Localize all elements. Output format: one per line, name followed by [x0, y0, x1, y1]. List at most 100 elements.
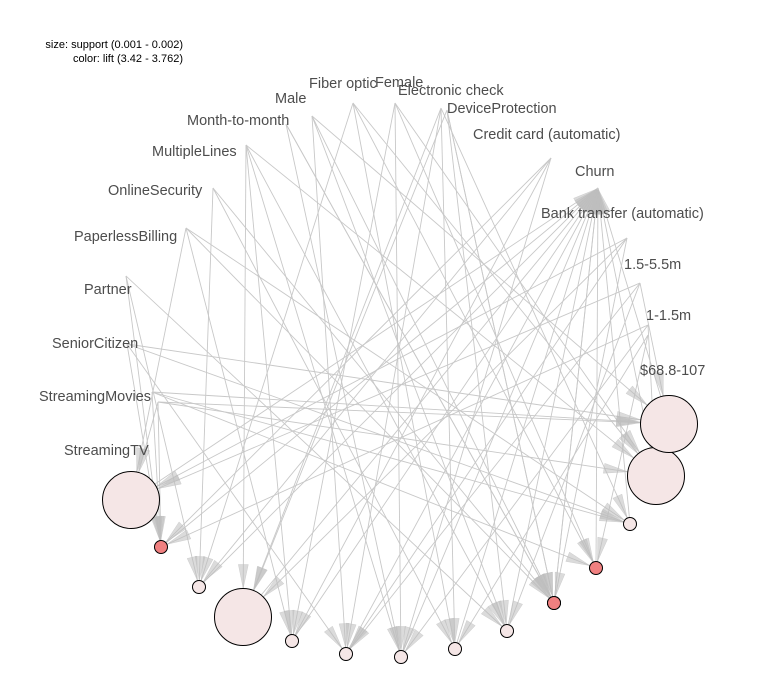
- edge-r13-to-churn: [597, 187, 631, 525]
- arrowhead-r14-to-churn: [590, 189, 601, 215]
- edge-r14-to-churn: [553, 187, 599, 604]
- arrowhead-female-to-r12: [621, 429, 640, 453]
- edges-layer: [125, 102, 670, 658]
- edge-onsec-to-r5: [212, 187, 555, 604]
- item-label-devprot: DeviceProtection: [447, 101, 557, 117]
- arrowhead-devprot-to-r3: [253, 566, 268, 591]
- edge-female-to-r12: [394, 102, 657, 477]
- edge-multi-to-r11: [245, 144, 508, 632]
- rule-node-r9[interactable]: [394, 650, 408, 664]
- arrowhead-bank-to-r14: [554, 571, 566, 597]
- edge-fiber-to-r12: [352, 102, 657, 477]
- item-label-partner: Partner: [84, 282, 132, 298]
- edge-ccard-to-r1: [160, 157, 552, 548]
- rule-node-r6[interactable]: [589, 561, 603, 575]
- edge-t115-to-r1: [160, 324, 649, 548]
- edge-m2m-to-r14: [285, 123, 555, 604]
- edge-r15-to-churn: [597, 187, 670, 425]
- arrowhead-echeck-to-r13: [612, 493, 628, 519]
- arrowhead-partner-to-r11: [480, 606, 503, 627]
- edge-bank-to-r2: [130, 237, 628, 501]
- arrows-layer: [136, 188, 664, 652]
- arrowhead-onsec-to-r10: [436, 619, 453, 644]
- edge-echeck-to-r8: [345, 107, 442, 655]
- edge-senior-to-r15: [126, 343, 670, 425]
- arrowhead-ccard-to-r1: [165, 521, 187, 543]
- edge-female-to-r7: [291, 102, 396, 642]
- edge-ccard-to-r4: [198, 157, 552, 588]
- rule-node-r3[interactable]: [214, 588, 272, 646]
- edge-fiber-to-r4: [198, 102, 354, 588]
- edge-m2m-to-r9: [285, 123, 402, 658]
- arrowhead-echeck-to-r10: [448, 618, 460, 643]
- rule-node-r1[interactable]: [154, 540, 168, 554]
- item-label-multi: MultipleLines: [152, 144, 237, 160]
- arrowhead-partner-to-r1: [151, 515, 163, 541]
- arrowhead-female-to-r7: [292, 609, 303, 635]
- arrowhead-t115-to-r9: [404, 629, 424, 652]
- rule-node-r4[interactable]: [192, 580, 206, 594]
- edge-partner-to-r11: [125, 275, 508, 632]
- edge-r1-to-churn: [160, 187, 599, 548]
- rule-node-r15[interactable]: [640, 395, 698, 453]
- edge-paper-to-r13: [185, 227, 631, 525]
- item-label-t115: 1-1.5m: [646, 308, 691, 324]
- arrowhead-t155-to-r11: [509, 600, 523, 626]
- rule-node-r13[interactable]: [623, 517, 637, 531]
- rule-node-r10[interactable]: [448, 642, 462, 656]
- arrowhead-t155-to-r8: [349, 626, 370, 650]
- arrowhead-t155-to-r15: [653, 371, 664, 397]
- arrowhead-multi-to-r11: [487, 601, 505, 626]
- edge-ccard-to-r7: [291, 157, 552, 642]
- arrowhead-paper-to-r2: [136, 447, 147, 473]
- arrowhead-smovies-to-r6: [565, 551, 591, 566]
- item-label-smovies: StreamingMovies: [39, 389, 151, 405]
- arrowhead-stv-to-r12: [603, 463, 628, 474]
- item-label-fiber: Fiber optic: [309, 76, 377, 92]
- edge-echeck-to-r3: [242, 107, 442, 618]
- edge-senior-to-r8: [126, 343, 347, 655]
- arrowhead-female-to-r6: [579, 537, 594, 563]
- arrowhead-devprot-to-r14: [542, 571, 553, 597]
- rule-node-r12[interactable]: [627, 447, 685, 505]
- edge-t155-to-r8: [345, 282, 641, 655]
- edge-male-to-r8: [311, 115, 347, 655]
- edge-r10-to-churn: [454, 187, 599, 650]
- item-label-ccard: Credit card (automatic): [473, 127, 620, 143]
- item-label-bank: Bank transfer (automatic): [541, 206, 704, 222]
- edge-r11-to-churn: [506, 187, 599, 632]
- edge-smovies-to-r15: [151, 391, 670, 425]
- edge-smovies-to-r13: [151, 391, 631, 525]
- edge-t155-to-r2: [130, 282, 641, 501]
- arrowhead-bank-to-r3: [263, 576, 285, 598]
- rule-node-r14[interactable]: [547, 596, 561, 610]
- arrowhead-male-to-r15: [625, 385, 648, 406]
- arrowhead-echeck-to-r8: [346, 622, 357, 648]
- rule-node-r8[interactable]: [339, 647, 353, 661]
- item-label-stv: StreamingTV: [64, 443, 149, 459]
- edge-fiber-to-r6: [352, 102, 597, 569]
- edge-multi-to-r9: [245, 144, 402, 658]
- item-label-onsec: OnlineSecurity: [108, 183, 203, 199]
- edge-r4-to-churn: [198, 187, 599, 588]
- edge-onsec-to-r4: [198, 187, 214, 588]
- item-label-male: Male: [275, 91, 306, 107]
- edge-r9-to-churn: [400, 187, 599, 658]
- legend-size: size: support (0.001 - 0.002): [45, 39, 183, 51]
- rule-node-r11[interactable]: [500, 624, 514, 638]
- edge-r2-to-churn: [130, 187, 599, 501]
- edge-r8-to-churn: [345, 187, 599, 655]
- edge-multi-to-r3: [242, 144, 247, 618]
- edge-bank-to-r8: [345, 237, 628, 655]
- edge-fiber-to-r10: [352, 102, 456, 650]
- edge-t155-to-r11: [506, 282, 641, 632]
- legend-color: color: lift (3.42 - 3.762): [72, 53, 183, 65]
- edge-stv-to-r15: [157, 401, 670, 425]
- arrowhead-ccard-to-r9: [402, 626, 415, 651]
- rule-node-r2[interactable]: [102, 471, 160, 529]
- rule-node-r7[interactable]: [285, 634, 299, 648]
- arrowhead-t155-to-r2: [157, 474, 182, 490]
- item-label-churn: Churn: [575, 164, 615, 180]
